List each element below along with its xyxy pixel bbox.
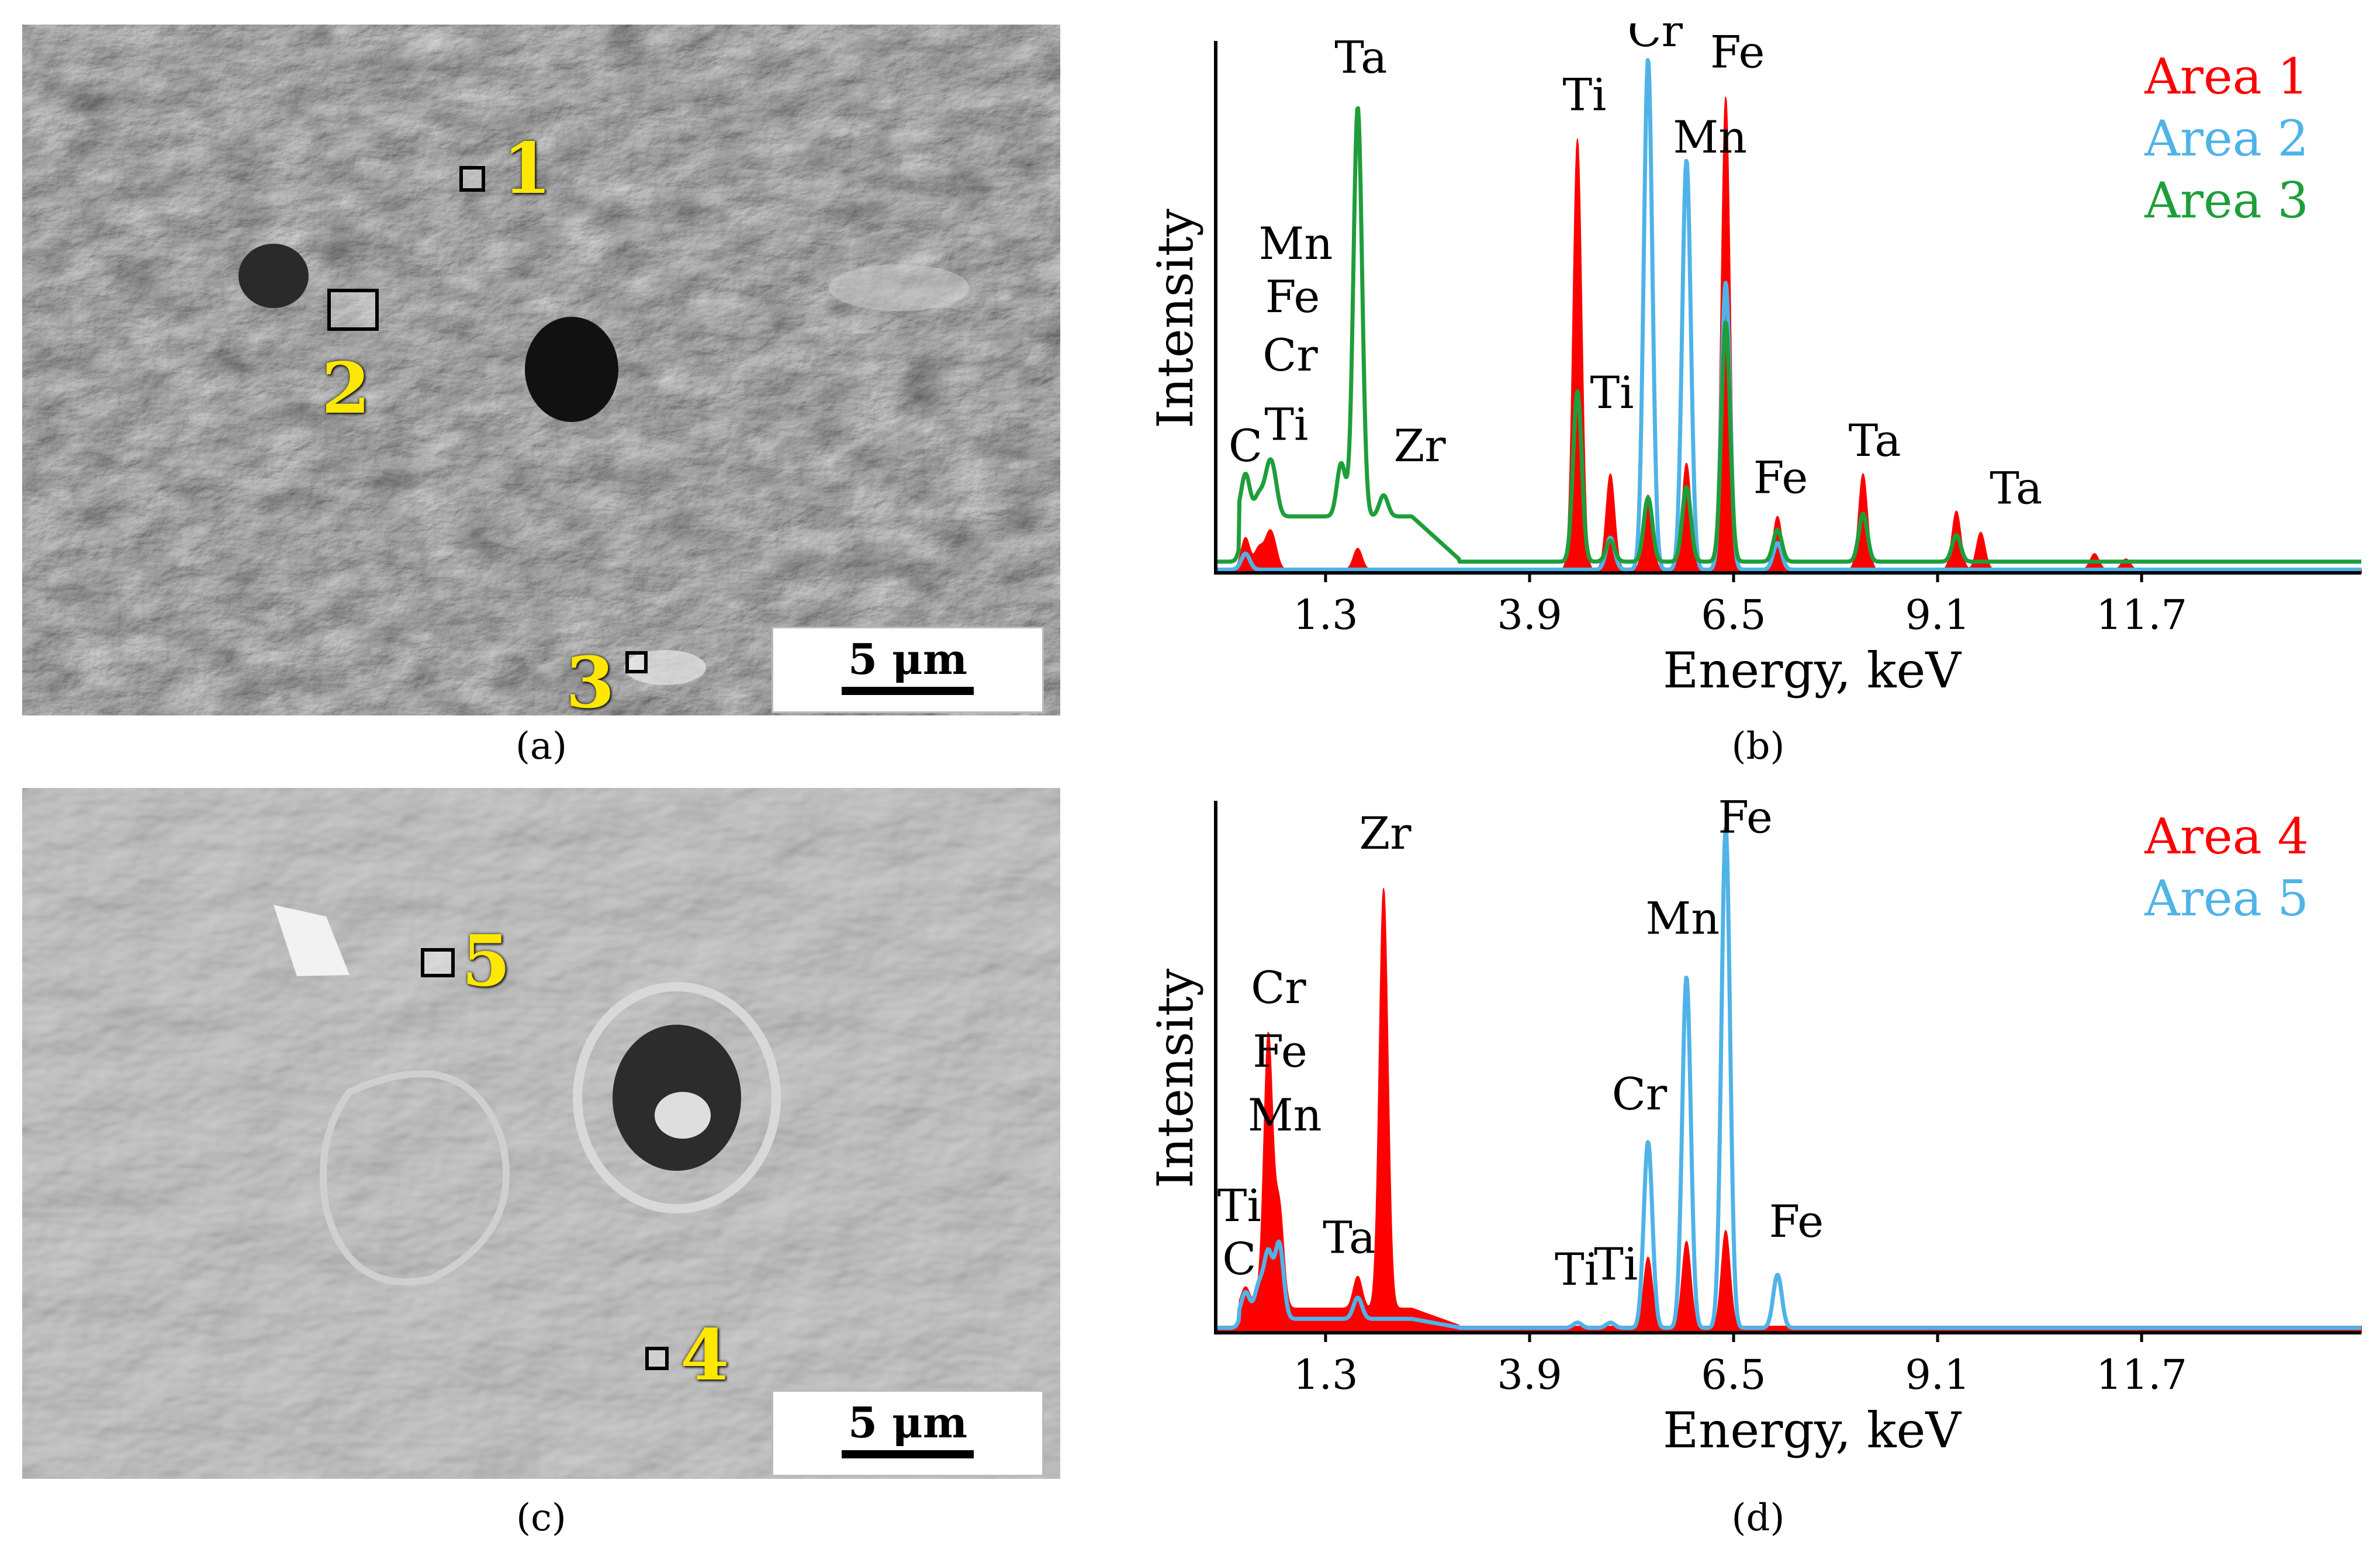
peak-label-fe: Fe xyxy=(1253,1025,1307,1077)
peak-label-ti: Ti xyxy=(1217,1180,1261,1232)
legend-entry: Area 5 xyxy=(2144,870,2309,927)
peak-label-zr: Zr xyxy=(1359,807,1412,859)
sem-texture-a xyxy=(22,25,1060,715)
y-axis-label: Intensity xyxy=(1147,208,1204,428)
sem-image-a: 1 2 3 5 μm xyxy=(22,25,1060,715)
peak-label-ta: Ta xyxy=(1990,462,2042,514)
y-axis-label: Intensity xyxy=(1147,968,1204,1188)
peak-label-mn: Mn xyxy=(1259,217,1333,269)
area-marker-1 xyxy=(459,166,485,192)
eds-chart-d: 1.3 3.9 6.5 9.1 11.7 Energy, keV Intensity Zr Fe… xyxy=(1146,783,2380,1485)
eds-chart-d-svg: 1.3 3.9 6.5 9.1 11.7 Energy, keV Intensity Zr Fe… xyxy=(1147,791,2363,1459)
scale-bar-label: 5 μm xyxy=(847,634,968,684)
sem-particle xyxy=(274,905,350,976)
peak-label-fe: Fe xyxy=(1265,271,1320,323)
scale-bar-a: 5 μm xyxy=(772,627,1044,713)
caption-c: (c) xyxy=(516,1496,566,1540)
x-tick-label: 9.1 xyxy=(1905,591,1970,639)
peak-label-cr: Cr xyxy=(1262,329,1318,381)
area-label-1: 1 xyxy=(503,127,552,210)
peak-label-c: C xyxy=(1229,420,1262,472)
scale-bar-line xyxy=(842,1450,974,1458)
eds-chart-b: 1.3 3.9 6.5 9.1 11.7 Energy, keV Intensity Ta Ti… xyxy=(1146,23,2380,725)
peak-label-ti: Ti xyxy=(1264,399,1308,451)
series-line-2 xyxy=(1214,827,2363,1330)
scale-bar-line xyxy=(842,687,974,695)
area-label-2: 2 xyxy=(321,347,371,430)
peak-label-fe: Fe xyxy=(1718,791,1773,843)
area-marker-3 xyxy=(625,651,648,673)
scale-bar-c: 5 μm xyxy=(772,1390,1044,1477)
legend-entry: Area 3 xyxy=(2144,172,2309,229)
peak-label-ta: Ta xyxy=(1323,1212,1375,1264)
legend-entry: Area 2 xyxy=(2144,110,2309,167)
area-label-4: 4 xyxy=(680,1314,729,1396)
peak-label-ti: Ti xyxy=(1594,1238,1638,1290)
x-tick-label: 3.9 xyxy=(1497,1351,1562,1399)
area-label-5: 5 xyxy=(462,920,511,1002)
x-tick-label: 11.7 xyxy=(2096,1351,2187,1399)
sem-ridge xyxy=(829,264,969,311)
sem-grain-boundary xyxy=(320,1070,510,1285)
peak-label-mn: Mn xyxy=(1645,893,1720,945)
series-line-3 xyxy=(1214,106,2363,564)
peak-label-cr: Cr xyxy=(1251,962,1306,1014)
sem-pore xyxy=(238,244,309,308)
sem-texture-c xyxy=(22,788,1060,1479)
caption-b: (b) xyxy=(1731,725,1785,768)
peak-label-c: C xyxy=(1222,1233,1256,1285)
sem-crater-rim xyxy=(573,982,781,1213)
peak-label-ta: Ta xyxy=(1849,414,1901,466)
peak-label-zr: Zr xyxy=(1393,420,1446,472)
x-axis-label: Energy, keV xyxy=(1663,642,1962,699)
axes xyxy=(1214,801,2361,1334)
peak-label-cr: Cr xyxy=(1612,1068,1668,1120)
peak-label-fe: Fe xyxy=(1769,1195,1824,1247)
caption-a: (a) xyxy=(515,725,568,768)
x-tick-label: 6.5 xyxy=(1701,1351,1766,1399)
area-label-3: 3 xyxy=(566,642,615,715)
x-tick-label: 1.3 xyxy=(1293,1351,1358,1399)
caption-d: (d) xyxy=(1731,1496,1785,1540)
x-tick-label: 3.9 xyxy=(1497,591,1562,639)
series-area-1 xyxy=(1215,888,2362,1333)
series-line-2 xyxy=(1214,58,2363,572)
x-axis-label: Energy, keV xyxy=(1663,1402,1962,1459)
peak-label-mn: Mn xyxy=(1248,1089,1322,1141)
peak-label-ti: Ti xyxy=(1590,366,1634,419)
peak-label-ta: Ta xyxy=(1334,32,1387,84)
area-marker-2 xyxy=(327,289,379,331)
peak-label-ti: Ti xyxy=(1562,68,1606,120)
sem-particle xyxy=(655,1092,711,1139)
eds-chart-b-svg: 1.3 3.9 6.5 9.1 11.7 Energy, keV Intensity Ta Ti… xyxy=(1147,23,2363,699)
axes xyxy=(1214,41,2361,575)
area-marker-4 xyxy=(645,1347,669,1370)
peak-label-ti: Ti xyxy=(1555,1243,1599,1295)
sem-image-c: 5 4 5 μm xyxy=(22,788,1060,1479)
area-marker-5 xyxy=(421,948,455,977)
x-tick-label: 9.1 xyxy=(1905,1351,1970,1399)
legend-entry: Area 1 xyxy=(2144,48,2309,105)
peak-label-mn: Mn xyxy=(1673,111,1747,163)
sem-pore xyxy=(525,317,618,422)
peak-label-cr: Cr xyxy=(1628,23,1683,57)
scale-bar-label: 5 μm xyxy=(847,1398,968,1447)
x-tick-label: 1.3 xyxy=(1293,591,1358,639)
x-tick-label: 6.5 xyxy=(1701,591,1766,639)
peak-label-fe: Fe xyxy=(1710,26,1765,78)
peak-label-fe: Fe xyxy=(1753,452,1808,504)
legend-entry: Area 4 xyxy=(2144,808,2309,865)
x-tick-label: 11.7 xyxy=(2096,591,2187,639)
